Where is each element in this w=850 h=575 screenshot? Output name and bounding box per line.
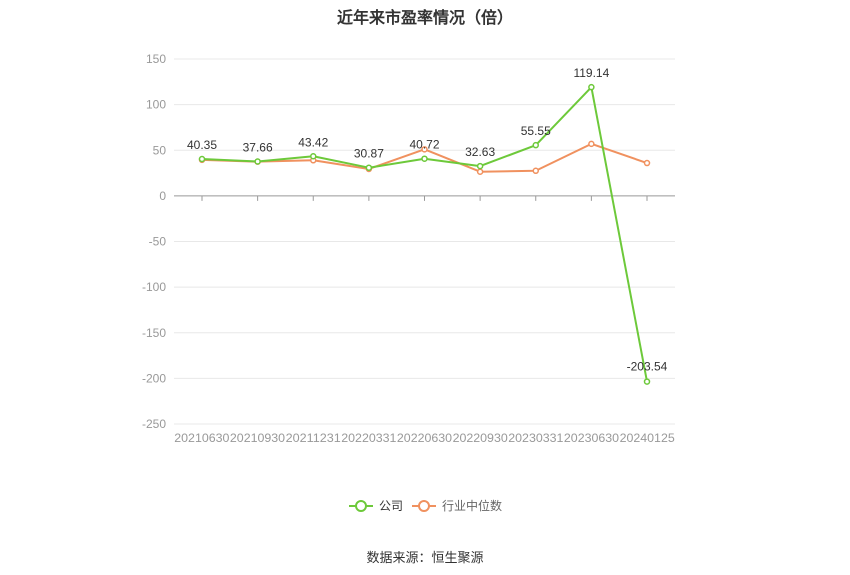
y-tick-label: -250 [142,417,166,431]
data-label: -203.54 [627,360,668,374]
data-label: 43.42 [298,135,328,149]
legend-marker [355,500,367,512]
y-tick-label: 150 [146,52,166,66]
legend[interactable]: 公司 行业中位数 [349,498,502,513]
company-point [310,153,317,160]
industry-median-point [588,140,595,148]
data-label: 37.66 [243,141,273,155]
company-point [643,378,651,385]
legend-marker [418,500,430,512]
x-tick-label: 20230331 [508,431,564,445]
company-point [421,155,428,162]
company-point [198,155,206,163]
data-label: 30.87 [354,147,384,161]
y-tick-label: 50 [153,143,167,157]
industry-median-point [643,159,651,167]
data-label-layer: 40.35 37.66 43.42 30.87 40.72 32.63 55.55 119.1… [187,66,668,373]
industry-median-point [476,168,484,175]
company-point [476,162,484,170]
x-tick-label: 20220630 [397,431,453,445]
legend-item-industry-median[interactable]: 行业中位数 [412,498,502,513]
y-tick-label: -100 [142,280,166,294]
y-tick-label: -50 [149,235,167,249]
y-tick-label: -150 [142,326,166,340]
x-tick-label: 20210630 [174,431,230,445]
data-label: 40.72 [409,138,439,152]
series-line-company [201,86,648,382]
company-point [532,141,539,149]
series-layer [198,83,651,385]
legend-label: 行业中位数 [442,498,502,513]
data-label: 40.35 [187,138,217,152]
x-tick-label: 20211231 [286,431,342,445]
chart-title: 近年来市盈率情况（倍） [336,10,513,27]
x-tick-label: 20220930 [453,431,509,445]
industry-median-point [421,146,428,153]
data-label: 32.63 [465,145,495,159]
source-note: 数据来源：恒生聚源 [366,550,484,565]
legend-item-company[interactable]: 公司 [349,499,403,513]
x-tick-label: 20240125 [620,431,676,445]
company-point [254,158,261,165]
data-label: 55.55 [521,124,551,138]
y-tick-label: -200 [142,371,166,385]
x-tick-label: 20210930 [230,431,286,445]
x-tick-label: 20220331 [341,431,397,445]
industry-median-point [532,167,539,175]
y-tick-label: 100 [146,98,166,112]
data-label: 119.14 [573,66,609,80]
company-point [588,83,595,91]
grid-layer [174,58,675,425]
company-point [365,164,373,171]
x-tick-label: 20230630 [564,431,620,445]
y-tick-label: 0 [159,189,166,203]
legend-label: 公司 [379,499,403,513]
